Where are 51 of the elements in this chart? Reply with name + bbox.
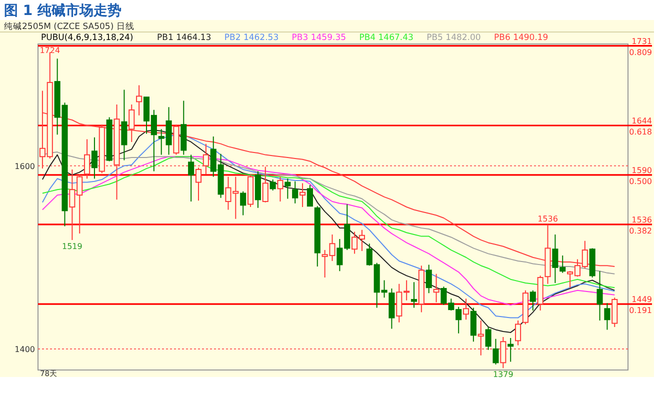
candlestick	[300, 182, 306, 208]
annotation: 1519	[62, 242, 82, 251]
candlestick	[314, 206, 320, 268]
candlestick	[515, 320, 522, 346]
ref-line-label: 1536 0.382	[629, 215, 652, 236]
candlestick	[121, 89, 128, 161]
annotation: 1724	[40, 46, 60, 55]
candlestick	[240, 190, 246, 216]
candlestick	[84, 138, 90, 180]
ref-line-label: 1590 0.500	[629, 166, 652, 186]
candlestick	[284, 178, 291, 200]
text: PB6 1490.19	[494, 33, 548, 43]
text: PB5 1482.00	[426, 33, 481, 43]
candlestick	[180, 100, 187, 156]
candlestick	[262, 166, 268, 203]
candlestick	[530, 290, 536, 311]
candlestick	[91, 136, 98, 180]
candlestick	[254, 170, 261, 208]
candlestick	[388, 288, 395, 330]
ref-line-label: 1449 0.191	[629, 295, 652, 316]
candlestick	[537, 275, 544, 311]
candlestick	[462, 298, 470, 320]
candlestick	[188, 154, 194, 202]
candlestick	[136, 84, 142, 116]
ref-line-label: 1644 0.618	[629, 116, 652, 136]
y-tick-label: 1400	[14, 344, 35, 354]
candlestick	[604, 302, 610, 330]
candlestick	[426, 264, 432, 294]
candlestick	[277, 176, 284, 202]
candlestick	[202, 143, 209, 175]
text: PB3 1459.35	[292, 33, 346, 43]
candlestick	[418, 265, 424, 313]
annotation: 1536	[538, 214, 558, 224]
candlestick	[195, 167, 202, 202]
candlestick	[433, 273, 440, 303]
candlestick	[596, 270, 603, 322]
candlestick	[508, 337, 514, 362]
ref-line-label: 1731 0.809	[629, 36, 652, 57]
annotation: 1379	[492, 370, 514, 380]
candlestick	[410, 282, 418, 308]
chart-subtitle: 纯碱2505M (CZCE SA505) 日线	[4, 21, 134, 32]
candlestick	[478, 320, 484, 356]
candlestick	[292, 180, 298, 204]
y-tick-label: 1600	[14, 162, 35, 171]
text: PB2 1462.53	[224, 33, 279, 43]
candlestick	[470, 307, 476, 342]
candlestick	[492, 338, 499, 366]
text: PB4 1467.43	[359, 33, 414, 43]
text: PB1 1464.13	[157, 33, 212, 43]
chart-title: 图 1 纯碱市场走势	[4, 2, 122, 19]
legend-title: PUBU(4,6,9,13,18,24)	[41, 33, 134, 43]
